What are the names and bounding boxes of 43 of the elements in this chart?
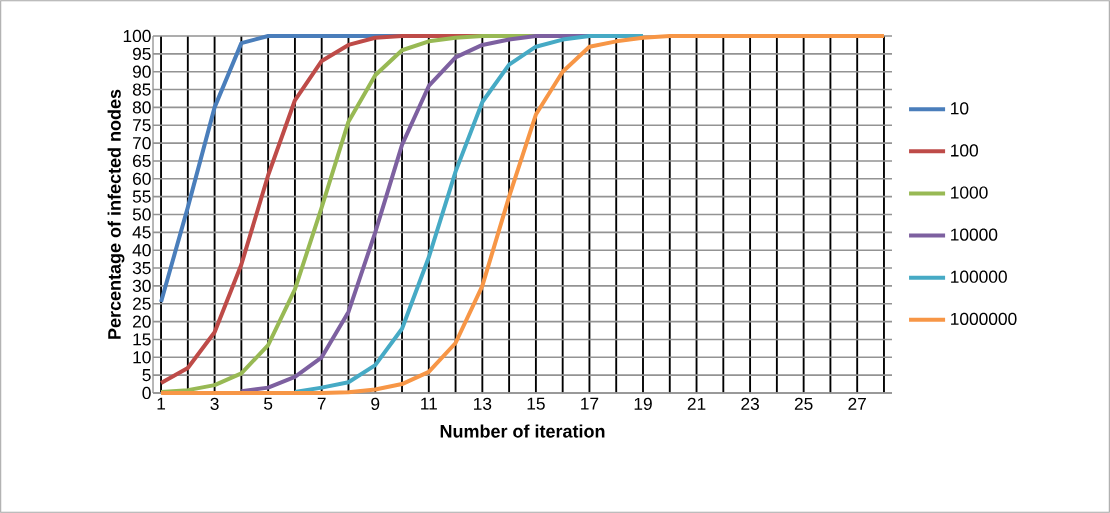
y-tick-label: 65 [133,154,151,168]
legend-label: 100000 [951,270,1007,283]
x-tick-label: 27 [848,397,866,410]
legend-label: 10000 [951,228,998,241]
y-tick-label: 95 [132,47,151,60]
y-tick-label: 0 [142,386,151,400]
x-tick-label: 13 [474,397,492,410]
y-tick-label: 10 [133,351,151,364]
y-tick-label: 70 [133,136,151,150]
y-tick-label: 80 [132,101,151,114]
y-tick-label: 45 [132,226,151,239]
y-tick-label: 85 [132,83,151,96]
x-tick-label: 1 [157,397,166,410]
x-tick-label: 9 [371,397,380,410]
y-tick-label: 25 [133,297,151,310]
x-tick-label: 5 [264,397,273,410]
y-tick-label: 40 [132,244,151,257]
x-tick-label: 11 [421,397,437,410]
y-tick-label: 35 [132,261,151,275]
y-tick-label: 50 [132,208,151,221]
y-tick-label: 90 [132,65,151,78]
x-tick-label: 21 [687,397,706,410]
x-tick-label: 19 [634,397,652,410]
y-tick-label: 55 [132,190,151,203]
legend-label: 1000000 [951,312,1017,325]
y-axis-title: Percentage of infected nodes [107,89,125,339]
x-tick-label: 15 [527,397,545,410]
x-tick-label: 7 [317,397,326,410]
y-tick-label: 30 [132,279,151,293]
x-tick-label: 23 [741,397,759,410]
y-tick-label: 5 [142,369,151,382]
y-tick-label: 75 [133,119,151,132]
x-tick-label: 17 [581,397,599,410]
legend-label: 100 [951,144,978,157]
y-tick-label: 100 [123,29,151,43]
x-tick-label: 3 [210,397,219,410]
y-tick-label: 20 [133,315,151,328]
x-axis-title: Number of iteration [440,424,605,438]
y-tick-label: 15 [133,333,151,346]
y-tick-label: 60 [133,172,151,185]
x-tick-label: 25 [794,397,813,410]
legend-label: 1000 [951,186,988,199]
legend-label: 10 [951,102,969,115]
